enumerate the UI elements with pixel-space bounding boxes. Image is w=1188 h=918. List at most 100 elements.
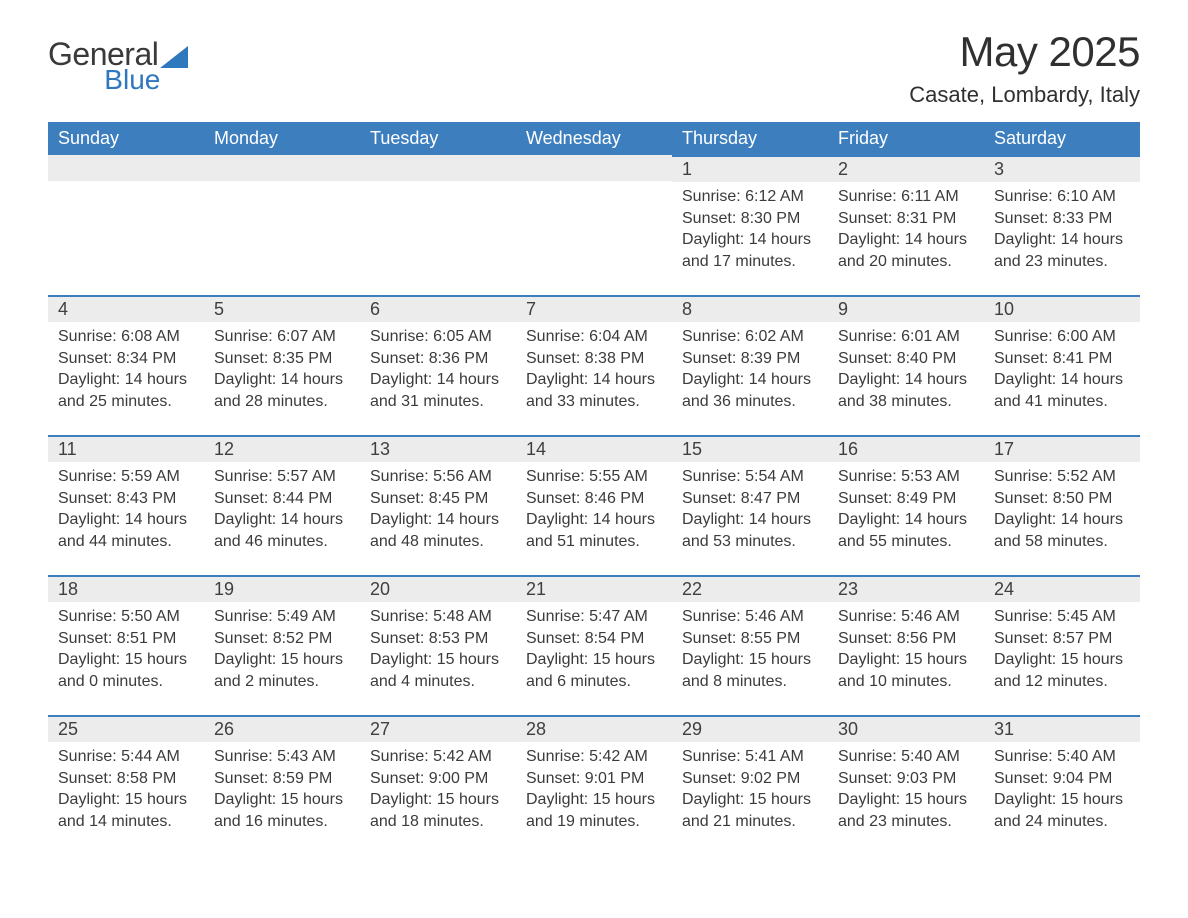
sunset-line: Sunset: 8:55 PM	[682, 628, 818, 650]
sunset-line: Sunset: 8:36 PM	[370, 348, 506, 370]
day-details: Sunrise: 5:54 AMSunset: 8:47 PMDaylight:…	[672, 462, 828, 562]
sunrise-label: Sunrise:	[370, 328, 433, 345]
sunrise-label: Sunrise:	[58, 468, 121, 485]
day-details: Sunrise: 6:12 AMSunset: 8:30 PMDaylight:…	[672, 182, 828, 282]
sunrise-label: Sunrise:	[682, 328, 745, 345]
day-details: Sunrise: 6:08 AMSunset: 8:34 PMDaylight:…	[48, 322, 204, 422]
sunrise-value: 5:53 AM	[901, 468, 960, 485]
sunrise-line: Sunrise: 6:05 AM	[370, 326, 506, 348]
sunrise-line: Sunrise: 5:49 AM	[214, 606, 350, 628]
calendar-day: 8Sunrise: 6:02 AMSunset: 8:39 PMDaylight…	[672, 295, 828, 435]
daylight-line: Daylight: 15 hours and 14 minutes.	[58, 789, 194, 832]
day-wrap: 16Sunrise: 5:53 AMSunset: 8:49 PMDayligh…	[828, 435, 984, 562]
sunset-value: 8:44 PM	[273, 490, 333, 507]
day-wrap: 2Sunrise: 6:11 AMSunset: 8:31 PMDaylight…	[828, 155, 984, 282]
calendar-day: 7 Sunrise: 6:04 AMSunset: 8:38 PMDaylight…	[516, 295, 672, 435]
day-details: Sunrise: 5:52 AMSunset: 8:50 PMDaylight:…	[984, 462, 1140, 562]
daylight-line: Daylight: 15 hours and 4 minutes.	[370, 649, 506, 692]
sunrise-line: Sunrise: 5:41 AM	[682, 746, 818, 768]
day-wrap: 20Sunrise: 5:48 AMSunset: 8:53 PMDayligh…	[360, 575, 516, 702]
sunset-line: Sunset: 8:34 PM	[58, 348, 194, 370]
day-wrap: 18Sunrise: 5:50 AMSunset: 8:51 PMDayligh…	[48, 575, 204, 702]
calendar-day: 16Sunrise: 5:53 AMSunset: 8:49 PMDayligh…	[828, 435, 984, 575]
column-header: Thursday	[672, 122, 828, 155]
day-details: Sunrise: 6:01 AMSunset: 8:40 PMDaylight:…	[828, 322, 984, 422]
calendar-day: 1Sunrise: 6:12 AMSunset: 8:30 PMDaylight…	[672, 155, 828, 295]
sunset-value: 8:43 PM	[117, 490, 177, 507]
sunrise-value: 6:08 AM	[121, 328, 180, 345]
sunset-value: 8:33 PM	[1053, 210, 1113, 227]
sunrise-label: Sunrise:	[526, 468, 589, 485]
sunrise-value: 5:55 AM	[589, 468, 648, 485]
daylight-label: Daylight:	[58, 371, 125, 388]
page-title: May 2025	[909, 28, 1140, 76]
sunrise-label: Sunrise:	[994, 468, 1057, 485]
sunset-line: Sunset: 8:45 PM	[370, 488, 506, 510]
day-number: 7	[516, 297, 672, 322]
sunrise-value: 5:42 AM	[433, 748, 492, 765]
daylight-label: Daylight:	[214, 371, 281, 388]
day-wrap: 4Sunrise: 6:08 AMSunset: 8:34 PMDaylight…	[48, 295, 204, 422]
day-details: Sunrise: 5:47 AMSunset: 8:54 PMDaylight:…	[516, 602, 672, 702]
sunrise-value: 6:02 AM	[745, 328, 804, 345]
sunrise-value: 5:50 AM	[121, 608, 180, 625]
sunrise-value: 5:56 AM	[433, 468, 492, 485]
sunrise-value: 5:47 AM	[589, 608, 648, 625]
sunset-value: 8:46 PM	[585, 490, 645, 507]
sunrise-label: Sunrise:	[838, 748, 901, 765]
day-number: 29	[672, 717, 828, 742]
day-number: 6	[360, 297, 516, 322]
sunrise-label: Sunrise:	[682, 608, 745, 625]
daylight-label: Daylight:	[214, 791, 281, 808]
day-number: 15	[672, 437, 828, 462]
sunrise-value: 5:52 AM	[1057, 468, 1116, 485]
sunrise-value: 5:46 AM	[745, 608, 804, 625]
sunset-value: 9:01 PM	[585, 770, 645, 787]
sunset-value: 9:02 PM	[741, 770, 801, 787]
sunrise-line: Sunrise: 6:08 AM	[58, 326, 194, 348]
sunrise-label: Sunrise:	[58, 748, 121, 765]
day-wrap: 8Sunrise: 6:02 AMSunset: 8:39 PMDaylight…	[672, 295, 828, 422]
sunrise-value: 5:40 AM	[901, 748, 960, 765]
sunrise-label: Sunrise:	[526, 608, 589, 625]
sunset-line: Sunset: 8:38 PM	[526, 348, 662, 370]
sunrise-line: Sunrise: 5:40 AM	[838, 746, 974, 768]
sunset-label: Sunset:	[526, 630, 585, 647]
sunset-label: Sunset:	[838, 210, 897, 227]
calendar-day: 2Sunrise: 6:11 AMSunset: 8:31 PMDaylight…	[828, 155, 984, 295]
daylight-line: Daylight: 14 hours and 55 minutes.	[838, 509, 974, 552]
daylight-label: Daylight:	[526, 371, 593, 388]
day-number: 28	[516, 717, 672, 742]
sunrise-line: Sunrise: 5:46 AM	[682, 606, 818, 628]
day-details: Sunrise: 5:43 AMSunset: 8:59 PMDaylight:…	[204, 742, 360, 842]
sunrise-line: Sunrise: 5:45 AM	[994, 606, 1130, 628]
sunset-line: Sunset: 9:02 PM	[682, 768, 818, 790]
sunset-label: Sunset:	[370, 350, 429, 367]
sunrise-line: Sunrise: 6:04 AM	[526, 326, 662, 348]
day-details: Sunrise: 6:05 AMSunset: 8:36 PMDaylight:…	[360, 322, 516, 422]
daylight-label: Daylight:	[994, 231, 1061, 248]
sunset-value: 8:49 PM	[897, 490, 957, 507]
calendar-day-empty	[204, 155, 360, 295]
sunrise-line: Sunrise: 5:43 AM	[214, 746, 350, 768]
calendar-day: 12Sunrise: 5:57 AMSunset: 8:44 PMDayligh…	[204, 435, 360, 575]
sunrise-value: 5:44 AM	[121, 748, 180, 765]
daylight-line: Daylight: 14 hours and 28 minutes.	[214, 369, 350, 412]
sunset-label: Sunset:	[58, 770, 117, 787]
calendar-day: 22Sunrise: 5:46 AMSunset: 8:55 PMDayligh…	[672, 575, 828, 715]
sunrise-label: Sunrise:	[838, 188, 901, 205]
day-number: 5	[204, 297, 360, 322]
daylight-line: Daylight: 14 hours and 25 minutes.	[58, 369, 194, 412]
daylight-label: Daylight:	[994, 651, 1061, 668]
daylight-label: Daylight:	[526, 511, 593, 528]
sunset-label: Sunset:	[58, 350, 117, 367]
sunrise-line: Sunrise: 6:02 AM	[682, 326, 818, 348]
daylight-line: Daylight: 14 hours and 31 minutes.	[370, 369, 506, 412]
sunrise-value: 5:54 AM	[745, 468, 804, 485]
sunset-line: Sunset: 8:43 PM	[58, 488, 194, 510]
sunset-line: Sunset: 8:33 PM	[994, 208, 1130, 230]
sunset-label: Sunset:	[838, 490, 897, 507]
sunset-label: Sunset:	[994, 490, 1053, 507]
day-wrap: 3Sunrise: 6:10 AMSunset: 8:33 PMDaylight…	[984, 155, 1140, 282]
sunrise-label: Sunrise:	[214, 608, 277, 625]
